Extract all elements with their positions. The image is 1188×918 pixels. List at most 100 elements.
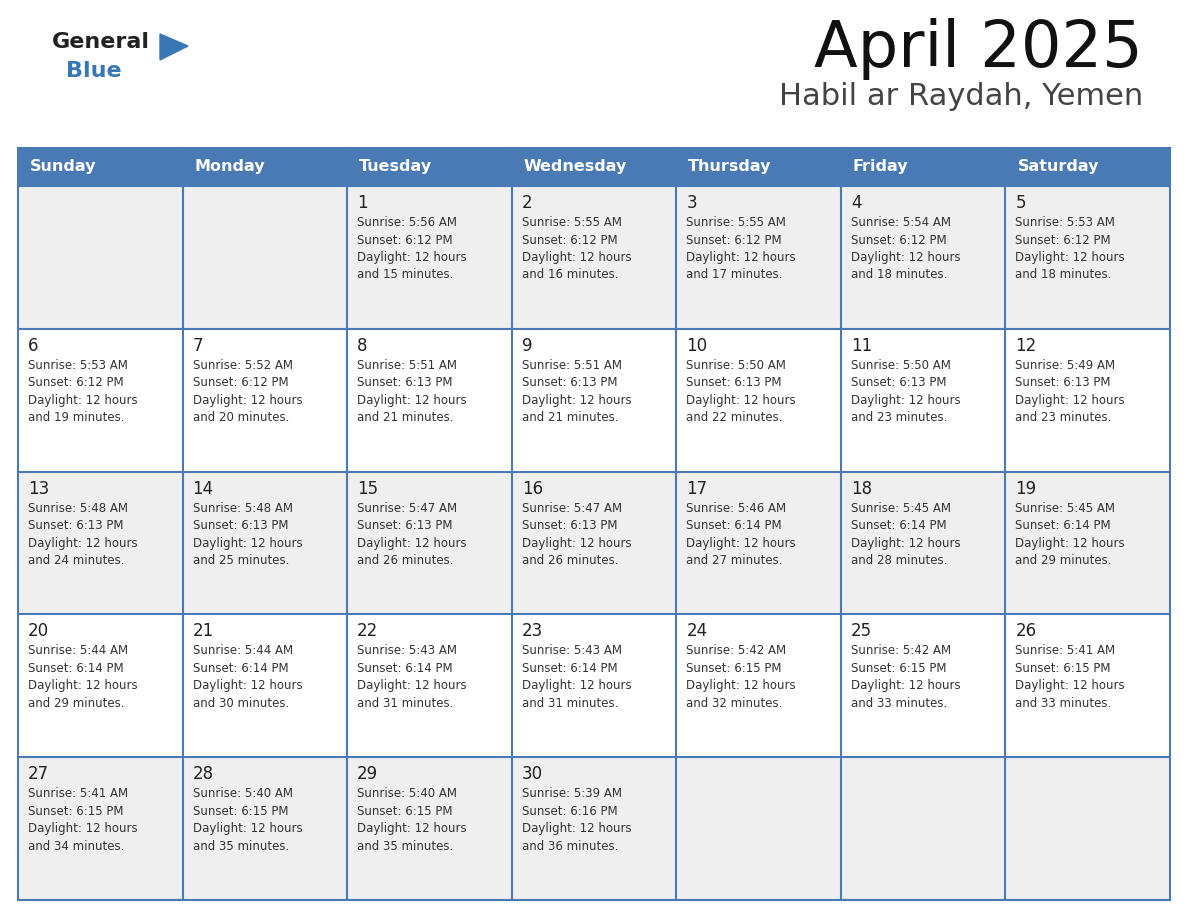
Bar [183,757,347,900]
Text: 3: 3 [687,194,697,212]
Text: Sunrise: 5:48 AM: Sunrise: 5:48 AM [29,501,128,515]
Text: 15: 15 [358,479,378,498]
Text: Daylight: 12 hours: Daylight: 12 hours [522,251,631,264]
Text: and 21 minutes.: and 21 minutes. [358,411,454,424]
Text: and 18 minutes.: and 18 minutes. [1016,268,1112,282]
Bar [183,186,347,329]
Bar [347,329,512,472]
Text: and 19 minutes.: and 19 minutes. [29,411,125,424]
Text: 9: 9 [522,337,532,354]
Bar [18,757,183,900]
Text: Friday: Friday [853,160,909,174]
Text: Sunrise: 5:47 AM: Sunrise: 5:47 AM [358,501,457,515]
Text: Sunset: 6:16 PM: Sunset: 6:16 PM [522,805,618,818]
Text: 25: 25 [851,622,872,641]
Text: Daylight: 12 hours: Daylight: 12 hours [1016,537,1125,550]
Text: 30: 30 [522,766,543,783]
Bar [18,614,183,757]
Text: and 20 minutes.: and 20 minutes. [192,411,289,424]
Text: Daylight: 12 hours: Daylight: 12 hours [192,679,302,692]
Text: Sunrise: 5:50 AM: Sunrise: 5:50 AM [851,359,950,372]
Text: Daylight: 12 hours: Daylight: 12 hours [358,251,467,264]
Text: Daylight: 12 hours: Daylight: 12 hours [687,251,796,264]
Bar [18,186,183,329]
Text: and 24 minutes.: and 24 minutes. [29,554,125,567]
Text: and 22 minutes.: and 22 minutes. [687,411,783,424]
Bar [512,757,676,900]
Bar [676,186,841,329]
Text: 19: 19 [1016,479,1037,498]
Text: Thursday: Thursday [688,160,772,174]
Text: Daylight: 12 hours: Daylight: 12 hours [358,823,467,835]
Text: 24: 24 [687,622,707,641]
Text: and 35 minutes.: and 35 minutes. [192,840,289,853]
Text: Daylight: 12 hours: Daylight: 12 hours [687,394,796,407]
Text: Sunset: 6:12 PM: Sunset: 6:12 PM [358,233,453,247]
Text: Sunset: 6:14 PM: Sunset: 6:14 PM [851,519,947,532]
Text: and 23 minutes.: and 23 minutes. [1016,411,1112,424]
Text: Daylight: 12 hours: Daylight: 12 hours [851,679,960,692]
Text: and 34 minutes.: and 34 minutes. [29,840,125,853]
Text: 8: 8 [358,337,367,354]
Text: 28: 28 [192,766,214,783]
Text: Sunrise: 5:53 AM: Sunrise: 5:53 AM [29,359,128,372]
Text: and 26 minutes.: and 26 minutes. [522,554,618,567]
Text: Sunset: 6:14 PM: Sunset: 6:14 PM [29,662,124,675]
Text: 13: 13 [29,479,49,498]
Text: Sunset: 6:12 PM: Sunset: 6:12 PM [687,233,782,247]
Bar [1005,329,1170,472]
Bar [676,614,841,757]
Text: Saturday: Saturday [1017,160,1099,174]
Text: Sunset: 6:13 PM: Sunset: 6:13 PM [192,519,287,532]
Text: and 30 minutes.: and 30 minutes. [192,697,289,710]
Bar [18,329,183,472]
Text: Daylight: 12 hours: Daylight: 12 hours [29,679,138,692]
Bar [676,472,841,614]
Text: Sunrise: 5:45 AM: Sunrise: 5:45 AM [851,501,950,515]
Polygon shape [160,34,188,60]
Text: Sunset: 6:13 PM: Sunset: 6:13 PM [687,376,782,389]
Text: Sunset: 6:14 PM: Sunset: 6:14 PM [687,519,782,532]
Text: Daylight: 12 hours: Daylight: 12 hours [1016,251,1125,264]
Bar [1005,614,1170,757]
Text: Daylight: 12 hours: Daylight: 12 hours [687,537,796,550]
Text: Sunset: 6:13 PM: Sunset: 6:13 PM [358,376,453,389]
Text: and 35 minutes.: and 35 minutes. [358,840,454,853]
Text: Sunrise: 5:45 AM: Sunrise: 5:45 AM [1016,501,1116,515]
Bar [676,148,841,186]
Text: Sunrise: 5:52 AM: Sunrise: 5:52 AM [192,359,292,372]
Text: Sunset: 6:13 PM: Sunset: 6:13 PM [522,376,618,389]
Text: Sunrise: 5:55 AM: Sunrise: 5:55 AM [687,216,786,229]
Text: Sunset: 6:13 PM: Sunset: 6:13 PM [358,519,453,532]
Text: 22: 22 [358,622,379,641]
Text: Daylight: 12 hours: Daylight: 12 hours [687,679,796,692]
Bar [347,757,512,900]
Bar [183,329,347,472]
Text: Sunrise: 5:55 AM: Sunrise: 5:55 AM [522,216,621,229]
Text: Daylight: 12 hours: Daylight: 12 hours [192,394,302,407]
Text: Sunrise: 5:42 AM: Sunrise: 5:42 AM [851,644,950,657]
Text: Sunset: 6:12 PM: Sunset: 6:12 PM [522,233,618,247]
Text: Daylight: 12 hours: Daylight: 12 hours [851,394,960,407]
Text: and 32 minutes.: and 32 minutes. [687,697,783,710]
Text: Sunrise: 5:43 AM: Sunrise: 5:43 AM [522,644,621,657]
Text: 26: 26 [1016,622,1037,641]
Text: Sunrise: 5:51 AM: Sunrise: 5:51 AM [522,359,621,372]
Text: 20: 20 [29,622,49,641]
Text: Daylight: 12 hours: Daylight: 12 hours [358,537,467,550]
Bar [512,329,676,472]
Text: General: General [52,32,150,52]
Bar [676,757,841,900]
Text: 10: 10 [687,337,707,354]
Bar [183,148,347,186]
Bar [1005,186,1170,329]
Text: and 36 minutes.: and 36 minutes. [522,840,618,853]
Text: and 33 minutes.: and 33 minutes. [851,697,947,710]
Text: Sunrise: 5:40 AM: Sunrise: 5:40 AM [358,788,457,800]
Text: Daylight: 12 hours: Daylight: 12 hours [522,823,631,835]
Text: and 18 minutes.: and 18 minutes. [851,268,947,282]
Text: 1: 1 [358,194,368,212]
Text: Sunset: 6:12 PM: Sunset: 6:12 PM [29,376,124,389]
Text: 16: 16 [522,479,543,498]
Text: Daylight: 12 hours: Daylight: 12 hours [29,823,138,835]
